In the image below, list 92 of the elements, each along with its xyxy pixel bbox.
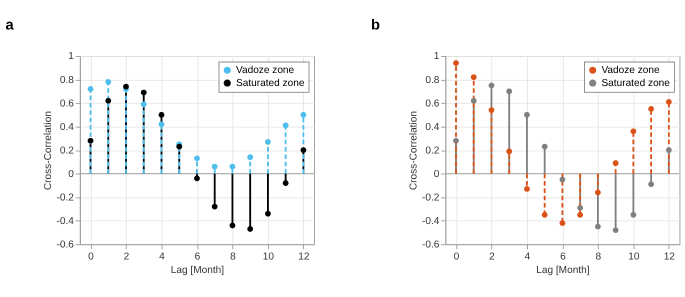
point: [594, 190, 601, 196]
y-tick-label: 0.2: [60, 145, 74, 156]
legend-label: Saturated zone: [236, 78, 305, 89]
point: [300, 112, 306, 118]
chart-title: b: [371, 17, 380, 34]
x-tick-label: 8: [596, 251, 602, 262]
x-tick-label: 2: [489, 251, 496, 262]
x-tick-label: 6: [194, 251, 201, 262]
point: [194, 175, 200, 182]
point: [88, 138, 94, 144]
point: [542, 144, 548, 150]
point: [140, 90, 147, 96]
y-tick-label: -0.6: [422, 239, 440, 250]
y-tick-label: 0.6: [425, 98, 440, 110]
point: [300, 147, 306, 154]
y-tick-label: 0.4: [425, 122, 440, 133]
point: [282, 122, 289, 128]
y-tick-label: 0.2: [425, 145, 440, 156]
y-axis-title: Cross-Correlation: [43, 111, 54, 190]
point: [506, 88, 512, 94]
point: [105, 98, 112, 104]
x-tick-label: 10: [628, 251, 640, 262]
chart-title: a: [6, 17, 15, 34]
x-tick-label: 6: [560, 251, 566, 262]
point: [666, 147, 672, 154]
point: [648, 181, 654, 188]
point: [194, 155, 200, 162]
point: [212, 164, 218, 170]
y-tick-label: 0.8: [425, 74, 440, 86]
y-axis-title: Cross-Correlation: [408, 111, 420, 190]
point: [666, 99, 672, 105]
x-axis-title: Lag [Month]: [536, 265, 590, 276]
x-axis-title: Lag [Month]: [170, 265, 224, 276]
point: [265, 139, 271, 145]
point: [648, 106, 654, 112]
point: [488, 82, 494, 88]
point: [612, 227, 619, 234]
point: [560, 220, 566, 226]
y-tick-label: 1: [434, 51, 440, 62]
point: [453, 60, 459, 66]
y-tick-label: -0.4: [56, 216, 74, 227]
x-tick-label: 4: [524, 251, 531, 262]
point: [470, 98, 477, 104]
point: [105, 79, 112, 85]
point: [630, 212, 636, 218]
y-tick-label: -0.2: [56, 192, 74, 204]
x-tick-label: 12: [664, 251, 676, 262]
point: [453, 138, 459, 144]
y-tick-label: -0.2: [422, 192, 440, 204]
x-tick-label: 10: [262, 251, 274, 262]
point: [524, 186, 530, 192]
point: [282, 180, 289, 186]
point: [247, 226, 254, 232]
point: [230, 164, 236, 170]
point: [265, 210, 271, 217]
y-tick-label: 0.4: [60, 122, 74, 133]
y-tick-label: 0: [434, 168, 440, 180]
point: [630, 128, 636, 134]
point: [212, 204, 218, 210]
point: [577, 212, 584, 218]
y-tick-label: 0.6: [60, 98, 74, 110]
point: [542, 212, 548, 218]
point: [230, 222, 236, 228]
point: [247, 154, 254, 160]
point: [123, 84, 129, 90]
y-tick-label: -0.6: [56, 239, 74, 250]
point: [158, 121, 164, 128]
y-tick-label: 0.8: [60, 74, 74, 86]
point: [612, 160, 619, 166]
point: [577, 204, 584, 211]
x-tick-label: 8: [230, 251, 236, 262]
x-tick-label: 12: [298, 251, 310, 262]
x-tick-label: 2: [124, 251, 130, 262]
y-tick-label: -0.4: [422, 216, 440, 227]
y-tick-label: 0: [68, 168, 74, 180]
point: [506, 148, 512, 154]
y-tick-label: 1: [68, 51, 74, 62]
point: [88, 86, 94, 92]
point: [488, 107, 494, 114]
x-tick-label: 0: [88, 251, 94, 262]
x-tick-label: 0: [454, 251, 460, 262]
legend-label: Vadoze zone: [601, 65, 660, 76]
point: [158, 112, 164, 118]
x-tick-label: 4: [159, 251, 166, 262]
point: [176, 144, 182, 150]
point: [560, 176, 566, 182]
point: [470, 74, 477, 80]
legend-label: Saturated zone: [601, 78, 670, 89]
legend-label: Vadoze zone: [236, 65, 295, 76]
point: [524, 112, 530, 118]
point: [140, 101, 147, 108]
point: [594, 224, 601, 230]
